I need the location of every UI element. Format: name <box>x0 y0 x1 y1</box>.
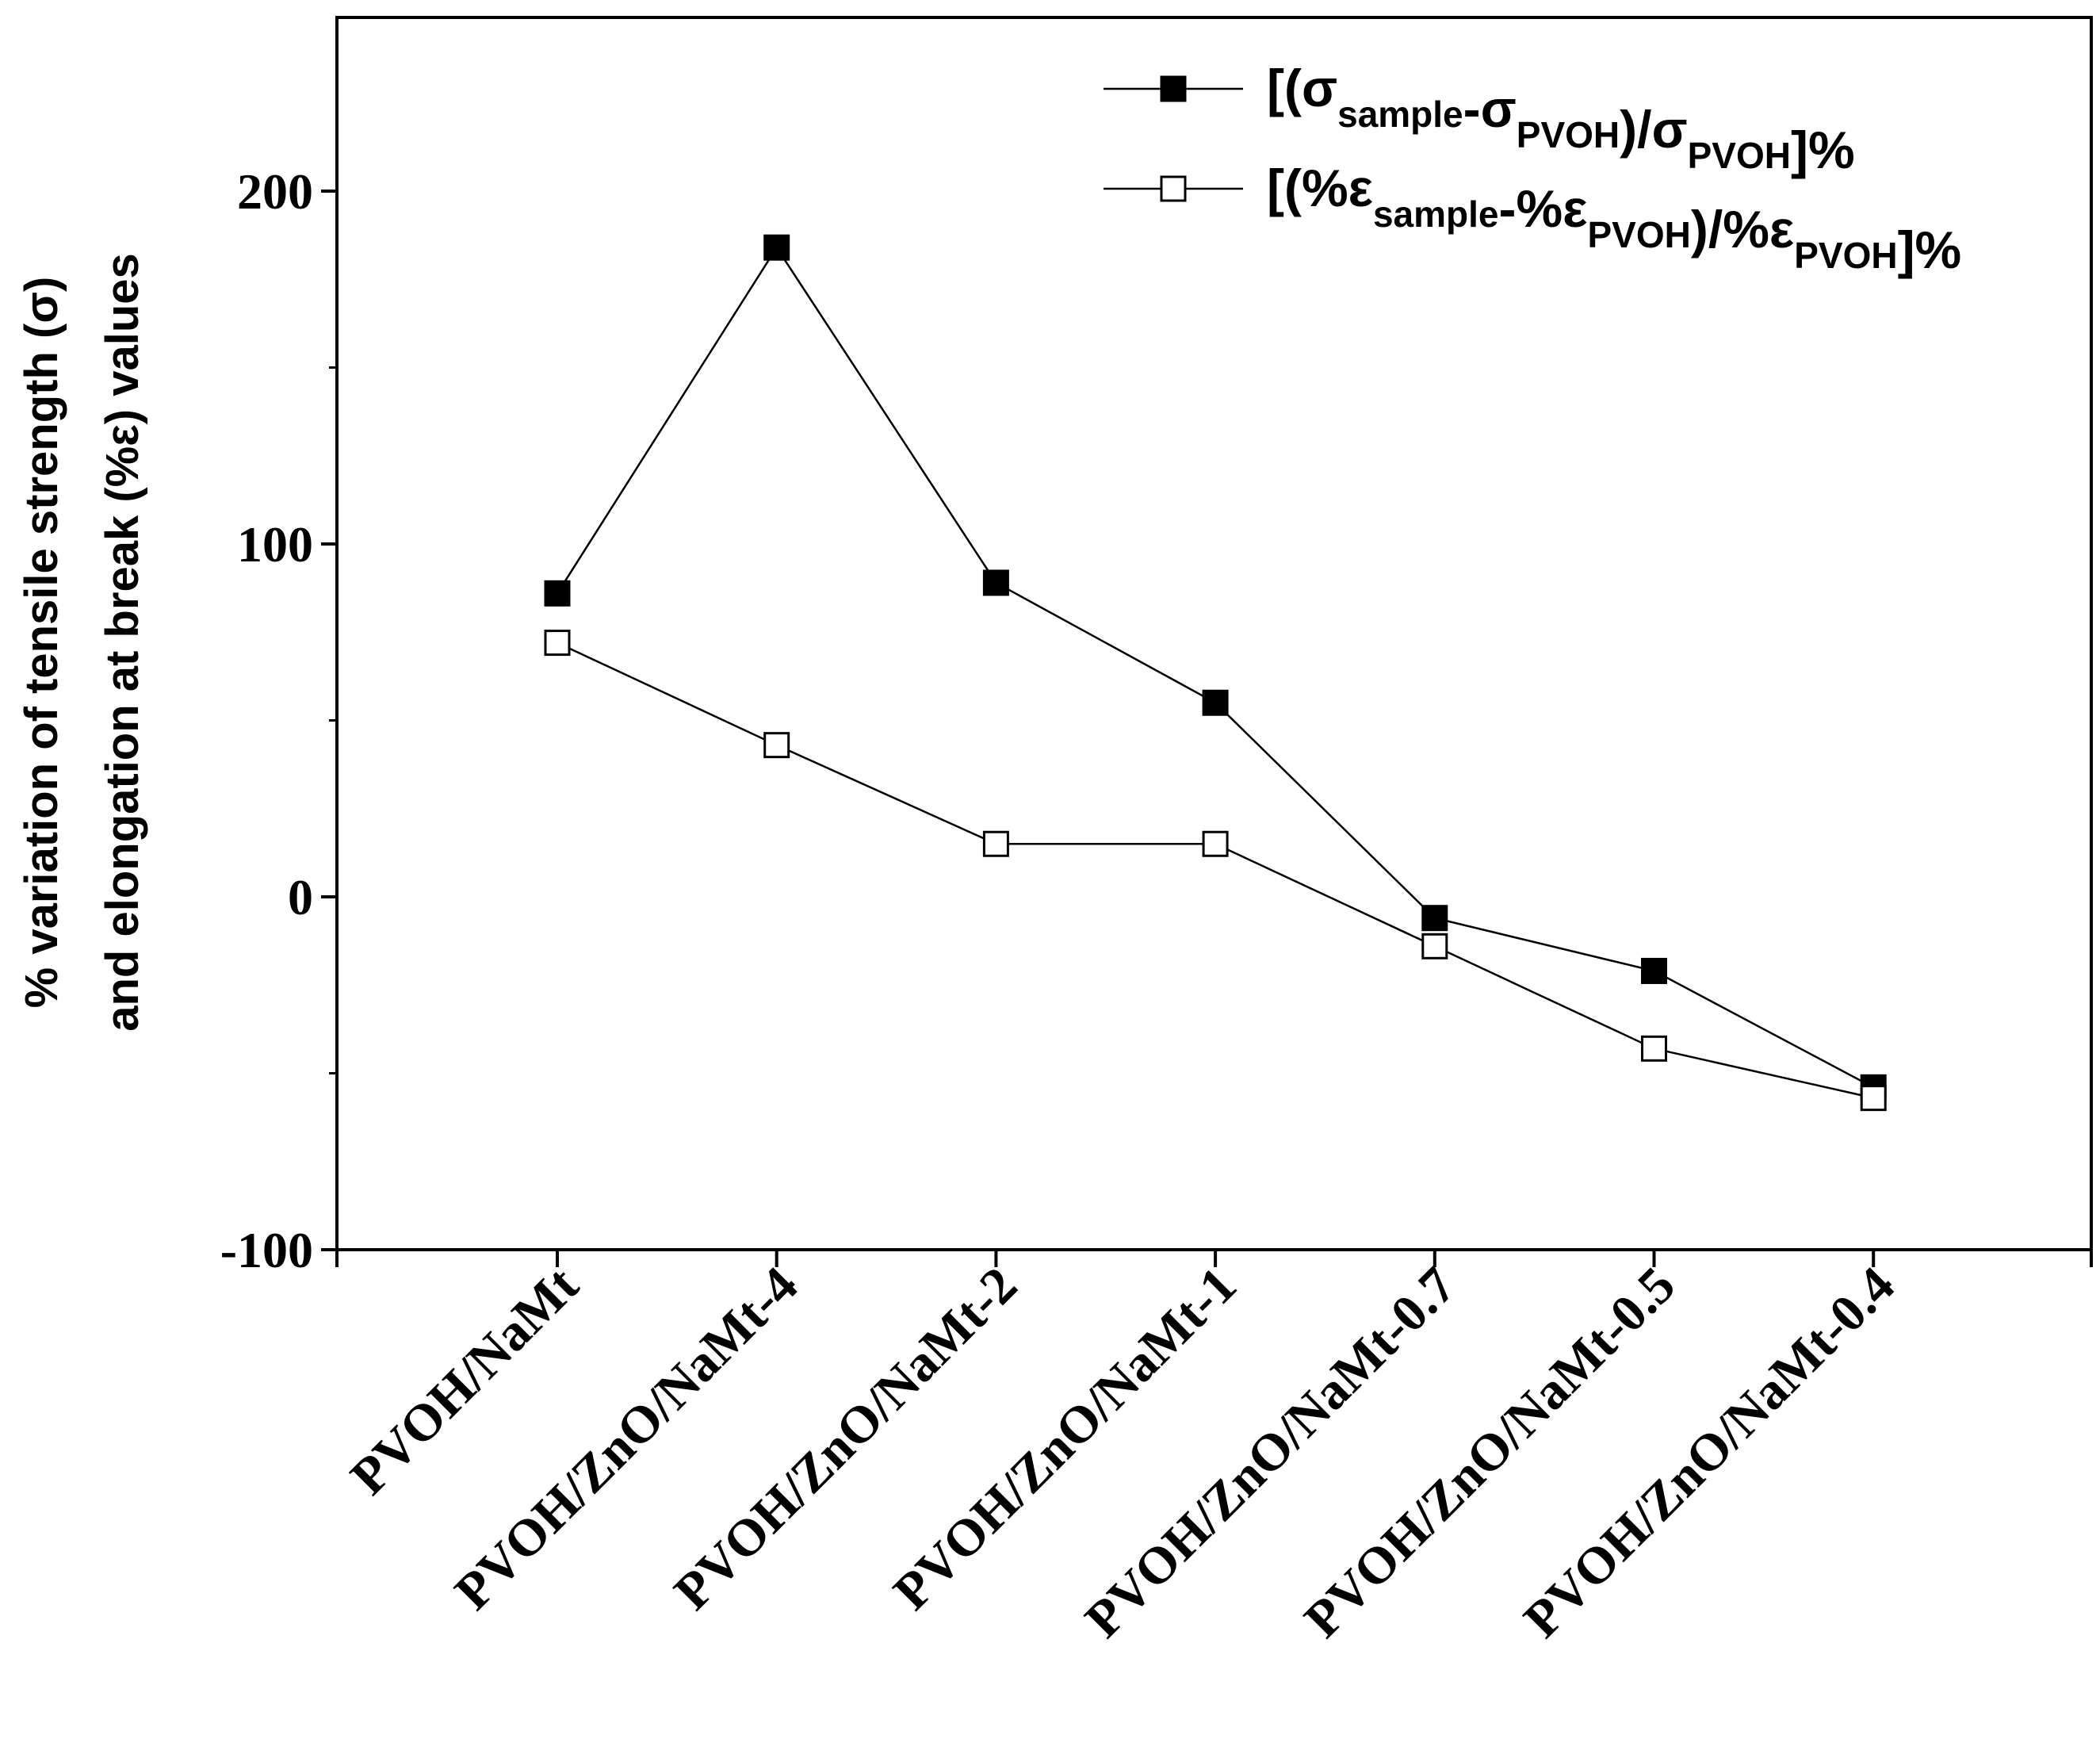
x-category-label: PVOH/ZnO/NaMt-0.4 <box>1513 1256 1905 1649</box>
data-point-filled-square <box>544 580 571 607</box>
y-tick-label: 200 <box>237 163 313 220</box>
y-tick-label: -100 <box>220 1222 313 1278</box>
data-point-filled-square <box>982 569 1009 596</box>
y-tick-label: 0 <box>288 869 313 925</box>
y-axis-title-line-1: % variation of tensile strength (σ) <box>16 277 67 1009</box>
x-category-label: PVOH/ZnO/NaMt-0.5 <box>1294 1256 1686 1649</box>
data-point-filled-square <box>1421 905 1448 932</box>
legend-open-square-icon <box>1160 175 1187 202</box>
data-point-open-square <box>1641 1035 1667 1062</box>
x-axis: PVOH/NaMtPVOH/ZnO/NaMt-4PVOH/ZnO/NaMt-2P… <box>335 1250 2093 1649</box>
data-point-open-square <box>763 732 790 759</box>
legend-item: [(σsample-σPVOH)/σPVOH]% <box>1104 59 1855 179</box>
series-elongation <box>544 630 1887 1112</box>
data-point-filled-square <box>1641 957 1667 984</box>
legend: [(σsample-σPVOH)/σPVOH]%[(%εsample-%εPVO… <box>1104 59 1961 279</box>
series-layer <box>544 234 1887 1112</box>
x-category-label: PVOH/NaMt <box>340 1256 590 1506</box>
data-point-filled-square <box>763 234 790 261</box>
series-tensile-strength <box>544 234 1887 1101</box>
series-line <box>556 245 1874 1089</box>
y-axis-title-line-2: and elongation at break (%ε) values <box>97 253 148 1032</box>
legend-filled-square-icon <box>1160 75 1187 102</box>
data-point-open-square <box>1860 1085 1887 1112</box>
data-point-open-square <box>544 630 571 657</box>
x-category-label: PVOH/ZnO/NaMt-0.7 <box>1074 1256 1467 1649</box>
data-point-open-square <box>1421 933 1448 959</box>
legend-item: [(%εsample-%εPVOH)/%εPVOH]% <box>1104 159 1961 279</box>
y-axis: -100 0 100 200 <box>220 163 337 1278</box>
data-point-filled-square <box>1202 689 1229 716</box>
legend-label: [(σsample-σPVOH)/σPVOH]% <box>1267 59 1855 179</box>
legend-label: [(%εsample-%εPVOH)/%εPVOH]% <box>1267 159 1961 279</box>
data-point-open-square <box>1202 830 1229 857</box>
plot-frame <box>335 16 2093 1251</box>
data-point-open-square <box>982 830 1009 857</box>
y-tick-label: 100 <box>237 516 313 573</box>
